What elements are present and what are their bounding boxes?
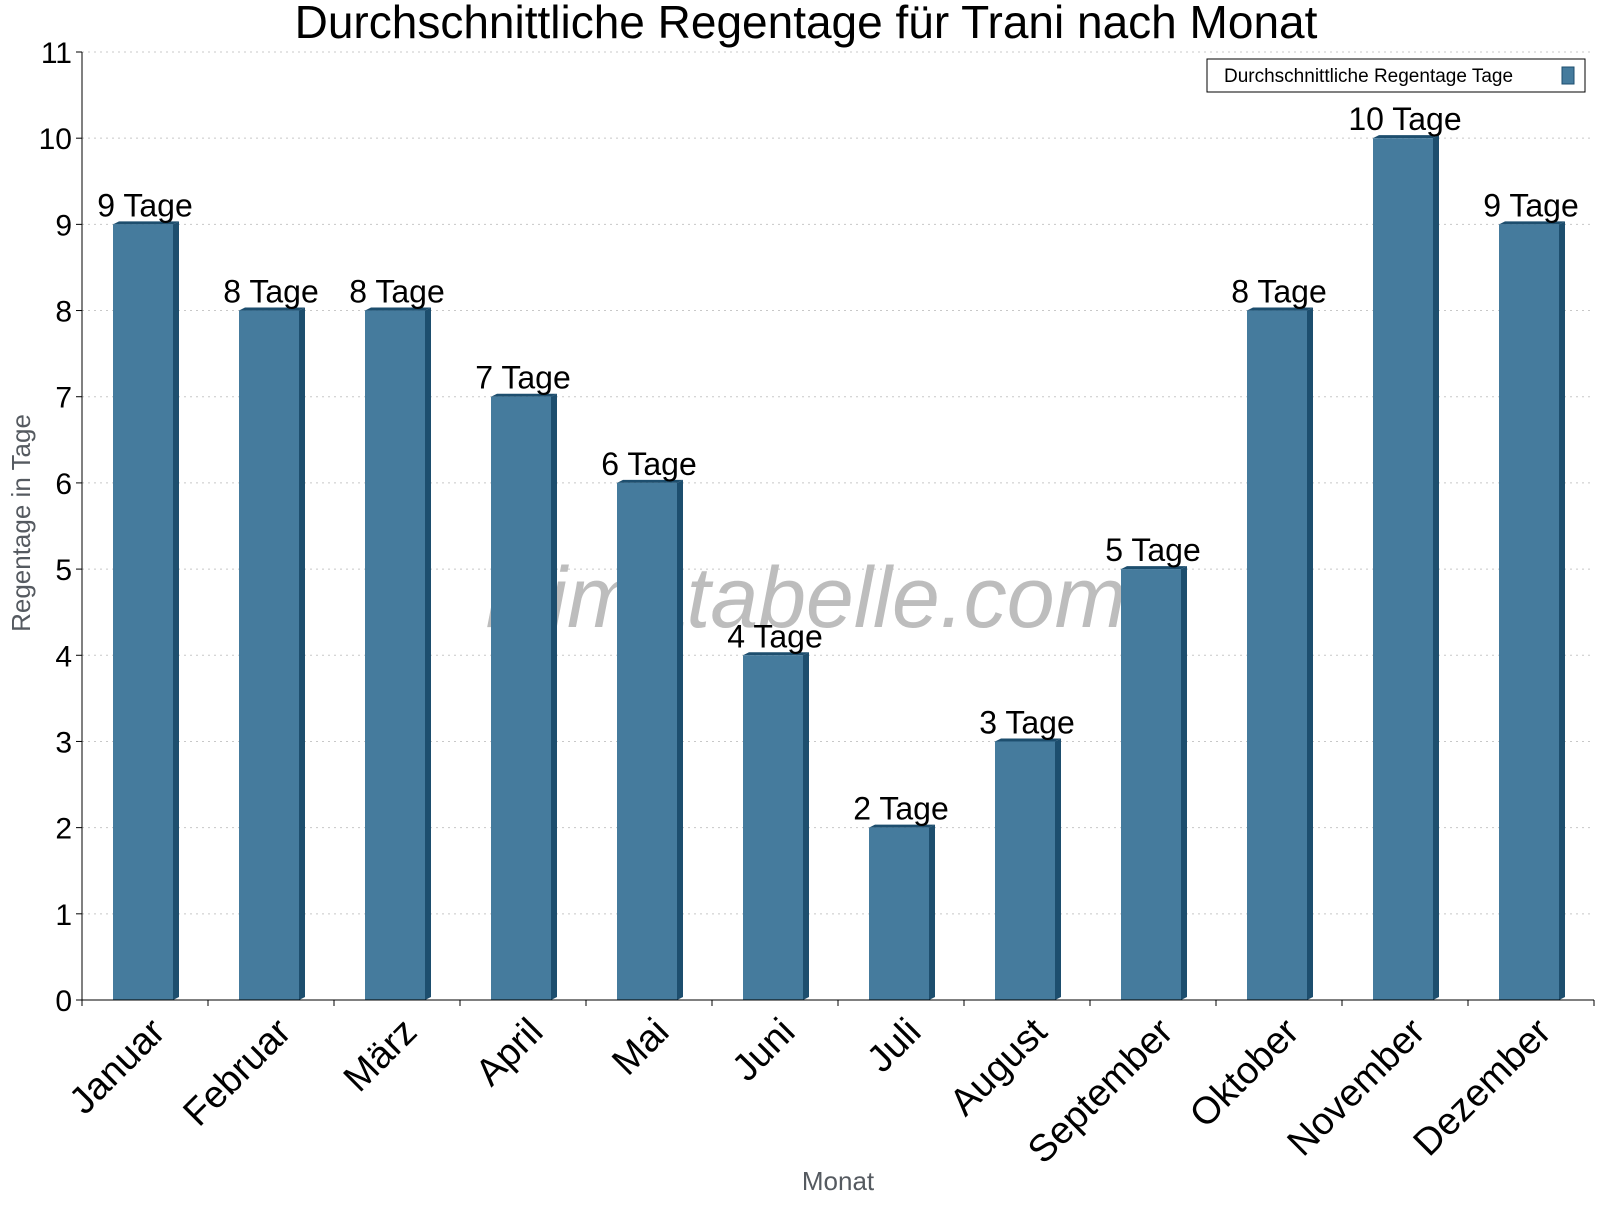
bar bbox=[995, 738, 1061, 1000]
bar-top bbox=[1499, 221, 1565, 225]
data-label: 8 Tage bbox=[349, 274, 445, 310]
x-axis-label: Monat bbox=[802, 1166, 875, 1196]
x-tick-label: März bbox=[336, 1011, 425, 1100]
bar-front bbox=[869, 827, 929, 1000]
chart-title: Durchschnittliche Regentage für Trani na… bbox=[295, 0, 1318, 48]
bar-side bbox=[1181, 566, 1187, 1000]
bar-side bbox=[173, 221, 179, 1000]
data-label: 7 Tage bbox=[475, 360, 571, 396]
x-tick-label: Juli bbox=[859, 1011, 929, 1081]
data-label: 6 Tage bbox=[601, 446, 697, 482]
bar bbox=[239, 307, 305, 1001]
x-tick-label: Mai bbox=[604, 1011, 677, 1084]
data-label: 3 Tage bbox=[979, 704, 1075, 740]
bar-front bbox=[113, 224, 173, 1000]
bar bbox=[869, 824, 935, 1000]
bar bbox=[1121, 566, 1187, 1000]
bar-side bbox=[551, 393, 557, 1000]
bar-front bbox=[743, 655, 803, 1000]
bar-side bbox=[425, 307, 431, 1001]
x-tick-label: Dezember bbox=[1406, 1010, 1560, 1164]
bar bbox=[743, 652, 809, 1000]
bar bbox=[1373, 135, 1439, 1000]
bar-side bbox=[677, 479, 683, 1001]
y-tick-label: 9 bbox=[55, 209, 72, 242]
y-tick-label: 11 bbox=[41, 37, 72, 70]
x-tick-label: November bbox=[1280, 1010, 1434, 1164]
bar-top bbox=[1247, 307, 1313, 311]
x-tick-label: Oktober bbox=[1182, 1010, 1308, 1136]
data-label: 10 Tage bbox=[1348, 101, 1461, 137]
bar-top bbox=[365, 307, 431, 311]
bar-side bbox=[1559, 221, 1565, 1000]
y-tick-label: 8 bbox=[55, 296, 72, 329]
y-tick-label: 0 bbox=[55, 985, 72, 1018]
y-tick-label: 10 bbox=[39, 123, 72, 156]
bar-side bbox=[1055, 738, 1061, 1000]
x-tick-label: Februar bbox=[176, 1010, 300, 1134]
bar-side bbox=[803, 652, 809, 1000]
bar bbox=[1247, 307, 1313, 1001]
legend: Durchschnittliche Regentage Tage bbox=[1206, 58, 1586, 93]
x-tick-label: Januar bbox=[61, 1010, 173, 1122]
bar-top bbox=[617, 479, 683, 483]
bar-top bbox=[869, 824, 935, 828]
y-tick-label: 5 bbox=[55, 554, 72, 587]
grid-lines bbox=[82, 51, 1594, 915]
watermark-text: klimatabelle.com bbox=[486, 550, 1126, 646]
data-label: 8 Tage bbox=[223, 274, 319, 310]
legend-label: Durchschnittliche Regentage Tage bbox=[1224, 66, 1513, 87]
y-tick-label: 3 bbox=[55, 726, 72, 759]
bar-top bbox=[491, 393, 557, 397]
bar-front bbox=[365, 310, 425, 1001]
bar-front bbox=[1121, 569, 1181, 1000]
bar-front bbox=[1247, 310, 1307, 1001]
y-tick-label: 4 bbox=[55, 640, 72, 673]
data-labels: 9 Tage 8 Tage 8 Tage 7 Tage 6 Tage 4 Tage 2 Ta… bbox=[97, 101, 1579, 826]
data-label: 5 Tage bbox=[1105, 532, 1201, 568]
bar-front bbox=[491, 396, 551, 1000]
data-label: 4 Tage bbox=[727, 618, 823, 654]
x-tick-label: Juni bbox=[724, 1011, 803, 1090]
x-tick-label: April bbox=[468, 1011, 551, 1094]
data-label: 9 Tage bbox=[1483, 187, 1579, 223]
bar-front bbox=[1499, 224, 1559, 1000]
data-label: 2 Tage bbox=[853, 791, 949, 827]
bar-side bbox=[1307, 307, 1313, 1001]
y-tick-label: 7 bbox=[55, 382, 72, 415]
bar bbox=[113, 221, 179, 1000]
bar bbox=[1499, 221, 1565, 1000]
data-label: 9 Tage bbox=[97, 187, 193, 223]
y-axis-label: Regentage in Tage bbox=[6, 414, 36, 632]
bar-top bbox=[113, 221, 179, 225]
bar bbox=[491, 393, 557, 1000]
bar bbox=[617, 479, 683, 1001]
bar-top bbox=[1121, 566, 1187, 570]
y-tick-label: 1 bbox=[55, 899, 72, 932]
bar-front bbox=[995, 741, 1055, 1000]
y-tick-label: 6 bbox=[55, 468, 72, 501]
bar-front bbox=[1373, 138, 1433, 1000]
bar-front bbox=[617, 482, 677, 1001]
bar-side bbox=[1433, 135, 1439, 1000]
bar-top bbox=[239, 307, 305, 311]
bar-top bbox=[1373, 135, 1439, 139]
data-label: 8 Tage bbox=[1231, 274, 1327, 310]
bar-front bbox=[239, 310, 299, 1001]
legend-swatch bbox=[1561, 66, 1575, 85]
bars bbox=[113, 135, 1565, 1001]
bar-top bbox=[743, 652, 809, 656]
bar-side bbox=[299, 307, 305, 1001]
bar-side bbox=[929, 824, 935, 1000]
x-tick-label: August bbox=[942, 1010, 1056, 1124]
bar bbox=[365, 307, 431, 1001]
y-tick-label: 2 bbox=[55, 813, 72, 846]
legend-box bbox=[1206, 58, 1586, 93]
bar-top bbox=[995, 738, 1061, 742]
